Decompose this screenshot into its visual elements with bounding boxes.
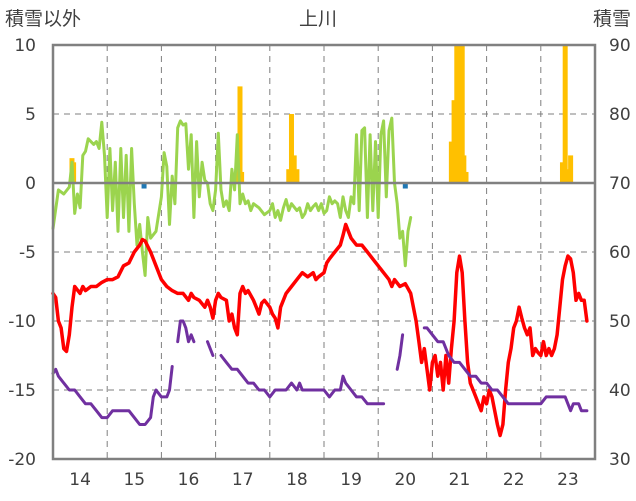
bar-mark <box>237 86 243 183</box>
x-tick-label: 21 <box>449 470 471 490</box>
bar-mark <box>461 155 467 183</box>
x-tick-label: 23 <box>557 470 579 490</box>
series-line-2 <box>219 354 386 406</box>
series-line-2 <box>206 340 215 357</box>
series-line-2 <box>395 333 405 371</box>
x-tick-label: 22 <box>503 470 525 490</box>
right-tick-label: 50 <box>609 312 631 332</box>
bar-mark <box>457 45 462 183</box>
left-tick-label: -10 <box>8 312 36 332</box>
bar-mark <box>288 114 294 183</box>
x-tick-label: 18 <box>286 470 308 490</box>
right-axis-title: 積雪 <box>593 8 631 30</box>
left-tick-label: -5 <box>19 243 36 263</box>
left-tick-label: 0 <box>25 174 36 194</box>
series-line-2 <box>51 365 174 426</box>
chart-title: 上川 <box>299 8 337 30</box>
plot-frame <box>51 43 597 461</box>
x-tick-label: 15 <box>123 470 145 490</box>
series-line-0 <box>51 116 413 277</box>
x-tick-label: 16 <box>178 470 200 490</box>
left-tick-label: -15 <box>8 381 36 401</box>
x-tick-label: 20 <box>394 470 416 490</box>
series-line-1 <box>51 222 589 438</box>
bar-mark <box>402 183 408 189</box>
bars <box>69 45 574 189</box>
x-axis-ticks: 14 15 16 17 18 19 20 21 22 23 <box>69 470 578 490</box>
right-tick-label: 30 <box>609 450 631 470</box>
x-tick-label: 14 <box>69 470 91 490</box>
bar-mark <box>454 45 460 183</box>
right-tick-label: 40 <box>609 381 631 401</box>
bar-mark <box>463 171 469 183</box>
bar-mark <box>565 169 571 183</box>
bar-mark <box>451 100 457 183</box>
right-tick-label: 60 <box>609 243 631 263</box>
x-tick-label: 19 <box>340 470 362 490</box>
bar-mark <box>568 155 574 183</box>
bar-mark <box>562 45 568 183</box>
left-axis-ticks: 10 5 0 -5 -10 -15 -20 <box>8 36 36 470</box>
bar-mark <box>448 141 454 183</box>
bar-mark <box>291 155 297 183</box>
right-tick-label: 80 <box>609 105 631 125</box>
lines <box>51 116 589 438</box>
bar-mark <box>141 183 147 189</box>
left-tick-label: 10 <box>14 36 36 56</box>
right-tick-label: 70 <box>609 174 631 194</box>
x-tick-label: 17 <box>232 470 254 490</box>
series-line-2 <box>422 326 589 413</box>
left-tick-label: -20 <box>8 450 36 470</box>
bar-mark <box>559 162 565 183</box>
bar-mark <box>459 45 465 183</box>
left-tick-label: 5 <box>25 105 36 125</box>
right-tick-label: 90 <box>609 36 631 56</box>
right-axis-ticks: 90 80 70 60 50 40 30 <box>609 36 631 470</box>
bar-mark <box>239 171 245 183</box>
bar-mark <box>294 169 300 183</box>
series-line-2 <box>176 319 196 344</box>
bar-mark <box>286 169 292 183</box>
left-axis-title: 積雪以外 <box>5 8 81 30</box>
